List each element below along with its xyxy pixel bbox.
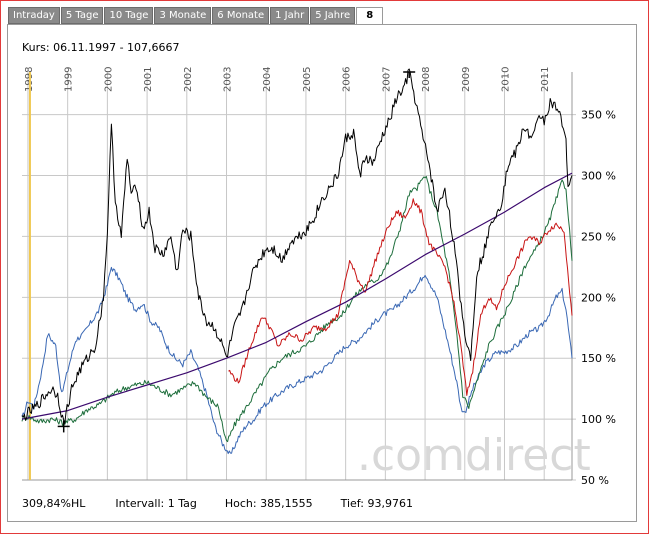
watermark-logo: .comdirect <box>357 430 591 481</box>
y-tick-label: 150 % <box>581 352 616 365</box>
x-tick-label: 2004 <box>262 67 273 92</box>
x-tick-label: 2006 <box>342 67 353 92</box>
x-tick-label: 2008 <box>421 67 432 92</box>
chart-footer: 309,84%HL Intervall: 1 Tag Hoch: 385,155… <box>22 497 413 510</box>
x-tick-label: 2005 <box>302 67 313 92</box>
tab-1[interactable]: Intraday <box>8 7 60 24</box>
x-tick-label: 2010 <box>500 67 511 92</box>
y-tick-label: 250 % <box>581 230 616 243</box>
tab-3[interactable]: 10 Tage <box>104 7 154 24</box>
series-line-red <box>228 198 573 396</box>
hl-value: 309,84%HL <box>22 497 86 510</box>
x-tick-label: 2009 <box>461 67 472 92</box>
tab-5[interactable]: 6 Monate <box>212 7 270 24</box>
tab-6[interactable]: 1 Jahr <box>270 7 310 24</box>
y-tick-label: 300 % <box>581 170 616 183</box>
y-tick-label: 50 % <box>581 474 609 487</box>
y-tick-label: 200 % <box>581 291 616 304</box>
tab-7[interactable]: 5 Jahre <box>310 7 356 24</box>
series-line-main <box>21 68 573 424</box>
series-line-trend <box>21 172 573 420</box>
chart-panel <box>7 24 637 522</box>
tab-4[interactable]: 3 Monate <box>154 7 212 24</box>
high-value: Hoch: 385,1555 <box>224 497 313 510</box>
x-tick-label: 2002 <box>183 67 194 92</box>
tab-2[interactable]: 5 Tage <box>60 7 104 24</box>
x-tick-label: 2000 <box>103 67 114 92</box>
x-tick-label: 1999 <box>64 67 75 92</box>
kurs-label: Kurs: 06.11.1997 - 107,6667 <box>22 41 180 54</box>
x-tick-label: 2001 <box>143 67 154 92</box>
y-tick-label: 350 % <box>581 109 616 122</box>
low-value: Tief: 93,9761 <box>340 497 413 510</box>
y-tick-label: 100 % <box>581 413 616 426</box>
x-tick-label: 2003 <box>223 67 234 92</box>
timeframe-tabs: Intraday 5 Tage 10 Tage 3 Monate 6 Monate 1 J… <box>8 7 384 26</box>
interval-value: Intervall: 1 Tag <box>115 497 197 510</box>
series-line-blue <box>21 266 573 455</box>
x-tick-label: 2007 <box>381 67 392 92</box>
series-line-green <box>21 175 573 443</box>
x-tick-label: 2011 <box>540 67 551 92</box>
